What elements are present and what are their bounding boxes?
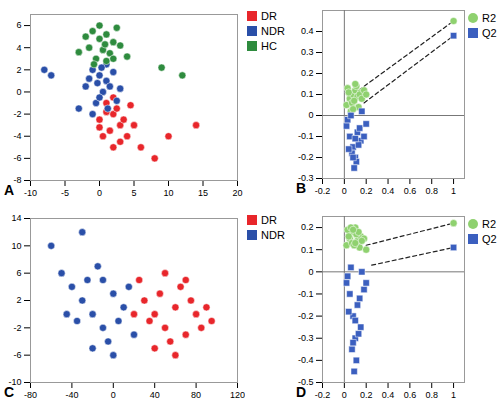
svg-text:0.2: 0.2 [360, 186, 373, 196]
svg-text:-0.5: -0.5 [298, 377, 314, 388]
svg-text:4: 4 [16, 43, 21, 53]
svg-text:0: 0 [16, 87, 21, 97]
svg-text:-0.4: -0.4 [298, 355, 314, 365]
svg-text:0: 0 [97, 188, 102, 198]
svg-text:0.4: 0.4 [382, 390, 395, 400]
svg-text:6: 6 [16, 268, 21, 278]
html-text:HC: HC [261, 40, 277, 52]
svg-text:0.6: 0.6 [404, 186, 417, 196]
svg-text:0: 0 [308, 110, 313, 120]
svg-text:0: 0 [342, 186, 347, 196]
svg-text:-2: -2 [13, 109, 21, 119]
svg-text:0.4: 0.4 [382, 186, 395, 196]
svg-text:1: 1 [451, 186, 456, 196]
svg-text:-10: -10 [24, 188, 37, 198]
html-text:D: D [296, 384, 307, 400]
svg-text:0: 0 [308, 267, 313, 277]
svg-text:2: 2 [16, 295, 21, 305]
html-text:NDR: NDR [261, 229, 285, 241]
svg-text:0.2: 0.2 [301, 68, 314, 78]
svg-text:-2: -2 [13, 323, 21, 333]
html-text:NDR: NDR [261, 25, 285, 37]
svg-text:-80: -80 [24, 390, 37, 400]
html-text:A: A [4, 182, 15, 198]
svg-text:-6: -6 [13, 350, 21, 360]
svg-text:-8: -8 [13, 175, 21, 185]
svg-text:0.1: 0.1 [301, 89, 314, 99]
svg-text:0.2: 0.2 [360, 390, 373, 400]
svg-text:-0.3: -0.3 [298, 173, 314, 184]
svg-text:1: 1 [451, 390, 456, 400]
svg-text:14: 14 [11, 213, 21, 223]
svg-text:-0.1: -0.1 [298, 131, 314, 141]
svg-text:-0.2: -0.2 [315, 186, 331, 196]
svg-text:0.8: 0.8 [425, 186, 438, 196]
svg-text:20: 20 [232, 188, 242, 198]
svg-text:-0.2: -0.2 [298, 152, 314, 162]
html-text:Q2: Q2 [482, 233, 497, 245]
svg-text:2: 2 [16, 65, 21, 75]
svg-text:0.6: 0.6 [404, 390, 417, 400]
svg-text:10: 10 [11, 241, 21, 251]
svg-text:-0.1: -0.1 [298, 289, 314, 299]
svg-text:-0.3: -0.3 [298, 333, 314, 343]
html-text:DR: DR [261, 10, 277, 22]
html-text:Q2: Q2 [482, 27, 497, 39]
svg-text:6: 6 [16, 20, 21, 30]
svg-text:0.1: 0.1 [301, 245, 314, 255]
svg-text:0.2: 0.2 [301, 222, 314, 232]
svg-text:0: 0 [342, 390, 347, 400]
svg-text:-6: -6 [13, 153, 21, 163]
svg-text:0.8: 0.8 [425, 390, 438, 400]
svg-text:0.4: 0.4 [301, 26, 314, 36]
html-text:B: B [296, 180, 307, 196]
svg-text:80: 80 [191, 390, 201, 400]
svg-text:40: 40 [150, 390, 160, 400]
svg-text:-0.2: -0.2 [315, 390, 331, 400]
svg-text:10: 10 [163, 188, 173, 198]
html-text:C: C [4, 384, 15, 400]
svg-text:15: 15 [198, 188, 208, 198]
svg-text:120: 120 [230, 390, 245, 400]
svg-text:-4: -4 [13, 131, 21, 141]
svg-text:5: 5 [131, 188, 136, 198]
svg-text:-40: -40 [65, 390, 78, 400]
svg-text:-5: -5 [61, 188, 69, 198]
svg-text:-10: -10 [8, 377, 22, 388]
svg-text:-0.2: -0.2 [298, 311, 314, 321]
svg-text:0: 0 [111, 390, 116, 400]
html-text:DR: DR [261, 214, 277, 226]
html-text:R2: R2 [482, 12, 497, 24]
svg-text:0.3: 0.3 [301, 47, 314, 57]
html-text:R2: R2 [482, 218, 497, 230]
